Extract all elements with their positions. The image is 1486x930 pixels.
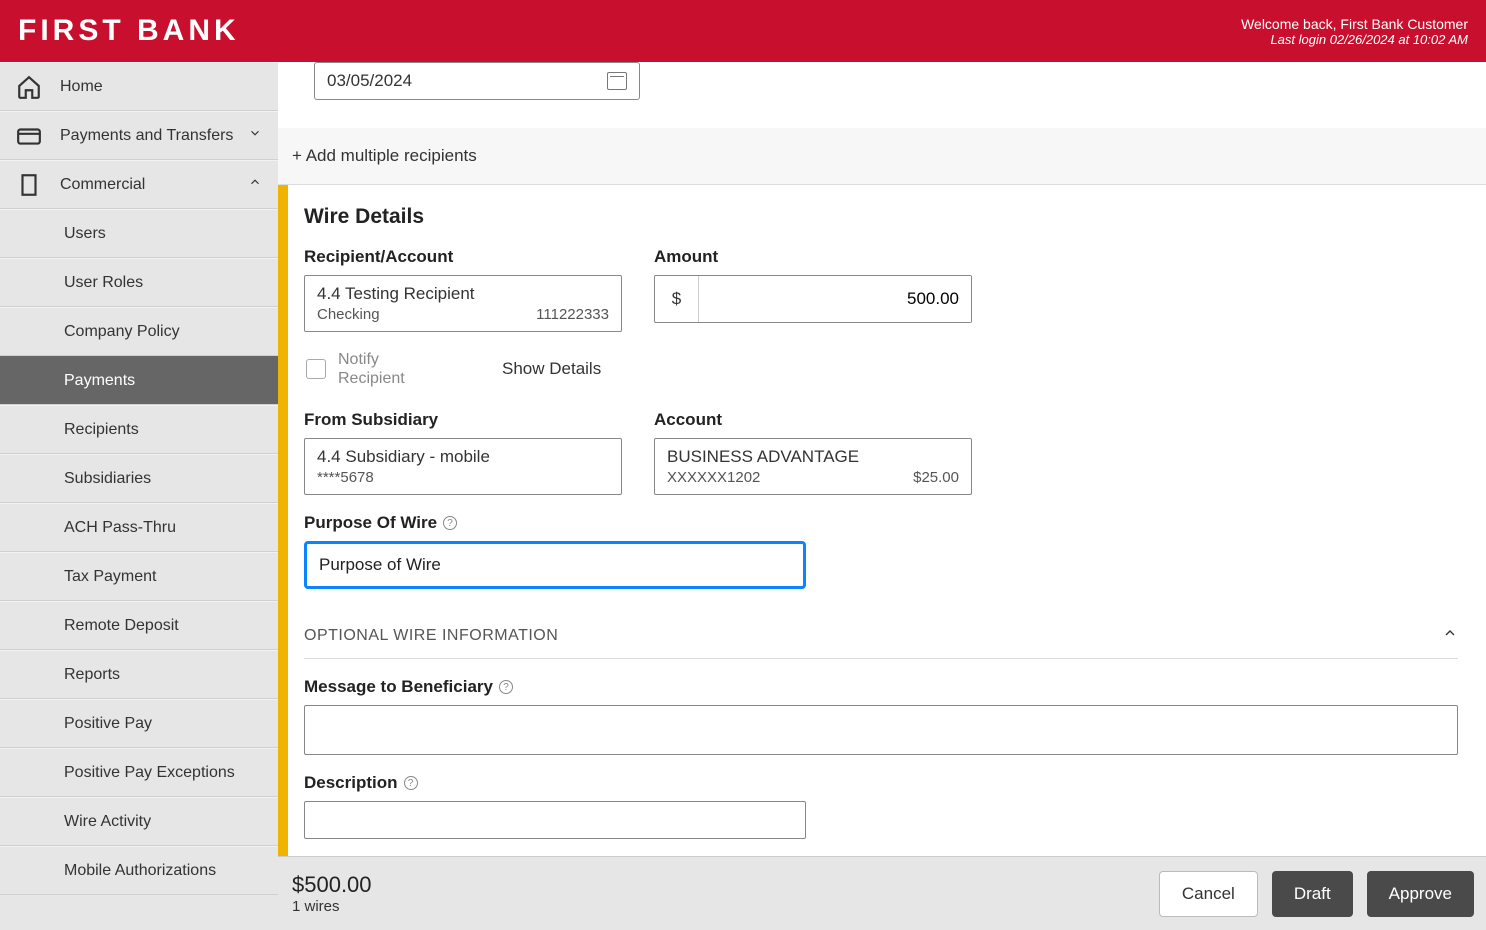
date-value: 03/05/2024	[327, 71, 412, 91]
footer-bar: $500.00 1 wires Cancel Draft Approve	[278, 856, 1486, 930]
message-to-beneficiary-input[interactable]	[304, 705, 1458, 755]
account-select[interactable]: BUSINESS ADVANTAGE XXXXXX1202 $25.00	[654, 438, 972, 495]
sidebar-label: Recipients	[64, 421, 139, 439]
main-content: 03/05/2024 + Add multiple recipients Wir…	[278, 62, 1486, 930]
date-input[interactable]: 03/05/2024	[314, 62, 640, 100]
wire-count: 1 wires	[292, 898, 372, 915]
sidebar-item-user-roles[interactable]: User Roles	[0, 258, 278, 307]
building-icon	[16, 172, 42, 198]
sidebar-label: User Roles	[64, 274, 143, 292]
optional-title: OPTIONAL WIRE INFORMATION	[304, 627, 558, 645]
chevron-up-icon	[1442, 625, 1458, 646]
chevron-up-icon	[248, 175, 262, 194]
sidebar-item-subsidiaries[interactable]: Subsidiaries	[0, 454, 278, 503]
subsidiary-mask: ****5678	[317, 469, 609, 486]
sidebar-label: Remote Deposit	[64, 617, 179, 635]
chevron-down-icon	[248, 126, 262, 145]
sidebar-label-payments-transfers: Payments and Transfers	[60, 127, 233, 145]
card-icon	[16, 123, 42, 149]
sidebar-label: Mobile Authorizations	[64, 862, 216, 880]
sidebar-item-users[interactable]: Users	[0, 209, 278, 258]
welcome-text: Welcome back, First Bank Customer	[1241, 16, 1468, 32]
sidebar-label: Positive Pay	[64, 715, 152, 733]
recipient-type: Checking	[317, 306, 380, 323]
sidebar-label-home: Home	[60, 78, 103, 96]
total-amount: $500.00	[292, 872, 372, 898]
subsidiary-select[interactable]: 4.4 Subsidiary - mobile ****5678	[304, 438, 622, 495]
welcome-block: Welcome back, First Bank Customer Last l…	[1241, 16, 1468, 47]
show-details-link[interactable]: Show Details	[502, 359, 601, 379]
panel-accent-bar	[278, 185, 288, 856]
amount-label: Amount	[654, 247, 972, 267]
add-recipients-label: + Add multiple recipients	[292, 146, 477, 165]
sidebar-label: Wire Activity	[64, 813, 151, 831]
recipient-label: Recipient/Account	[304, 247, 622, 267]
approve-button[interactable]: Approve	[1367, 871, 1474, 917]
sidebar-item-payments-transfers[interactable]: Payments and Transfers	[0, 111, 278, 160]
recipient-select[interactable]: 4.4 Testing Recipient Checking 111222333	[304, 275, 622, 332]
amount-field[interactable]: $	[654, 275, 972, 323]
account-name: BUSINESS ADVANTAGE	[667, 447, 959, 467]
optional-wire-info-toggle[interactable]: OPTIONAL WIRE INFORMATION	[304, 611, 1458, 659]
amount-input[interactable]	[699, 276, 971, 322]
wire-details-panel: Wire Details Recipient/Account 4.4 Testi…	[278, 185, 1486, 856]
account-label: Account	[654, 410, 972, 430]
sidebar-label: Reports	[64, 666, 120, 684]
sidebar-item-home[interactable]: Home	[0, 62, 278, 111]
subsidiary-name: 4.4 Subsidiary - mobile	[317, 447, 609, 467]
sidebar: Home Payments and Transfers Commercial U…	[0, 62, 278, 930]
header-bar: FIRST BANK Welcome back, First Bank Cust…	[0, 0, 1486, 62]
sidebar-item-payments[interactable]: Payments	[0, 356, 278, 405]
help-icon[interactable]: ?	[404, 776, 418, 790]
calendar-icon	[607, 72, 627, 90]
sidebar-item-commercial[interactable]: Commercial	[0, 160, 278, 209]
sidebar-label: Payments	[64, 372, 135, 390]
sidebar-label: ACH Pass-Thru	[64, 519, 176, 537]
account-mask: XXXXXX1202	[667, 469, 760, 486]
currency-symbol: $	[655, 276, 699, 322]
sidebar-item-mobile-authorizations[interactable]: Mobile Authorizations	[0, 846, 278, 895]
recipient-number: 111222333	[536, 306, 609, 323]
notify-recipient-checkbox[interactable]	[306, 359, 326, 379]
account-balance: $25.00	[913, 469, 959, 486]
description-input[interactable]	[304, 801, 806, 839]
date-section: 03/05/2024	[278, 62, 1486, 128]
sidebar-label: Subsidiaries	[64, 470, 151, 488]
sidebar-item-recipients[interactable]: Recipients	[0, 405, 278, 454]
notify-recipient-label: Notify Recipient	[338, 350, 410, 388]
add-multiple-recipients-link[interactable]: + Add multiple recipients	[278, 128, 1486, 185]
purpose-of-wire-input[interactable]	[304, 541, 806, 589]
sidebar-item-remote-deposit[interactable]: Remote Deposit	[0, 601, 278, 650]
sidebar-label: Positive Pay Exceptions	[64, 764, 235, 782]
home-icon	[16, 74, 42, 100]
sidebar-item-reports[interactable]: Reports	[0, 650, 278, 699]
purpose-label: Purpose Of Wire	[304, 513, 437, 533]
sidebar-item-company-policy[interactable]: Company Policy	[0, 307, 278, 356]
sidebar-label: Company Policy	[64, 323, 180, 341]
wire-details-title: Wire Details	[304, 205, 1458, 229]
last-login-text: Last login 02/26/2024 at 10:02 AM	[1241, 32, 1468, 47]
sidebar-item-tax-payment[interactable]: Tax Payment	[0, 552, 278, 601]
sidebar-item-positive-pay-exceptions[interactable]: Positive Pay Exceptions	[0, 748, 278, 797]
sidebar-item-ach-pass-thru[interactable]: ACH Pass-Thru	[0, 503, 278, 552]
from-subsidiary-label: From Subsidiary	[304, 410, 622, 430]
description-label: Description	[304, 773, 398, 793]
message-label: Message to Beneficiary	[304, 677, 493, 697]
sidebar-item-wire-activity[interactable]: Wire Activity	[0, 797, 278, 846]
logo: FIRST BANK	[18, 14, 240, 48]
help-icon[interactable]: ?	[443, 516, 457, 530]
draft-button[interactable]: Draft	[1272, 871, 1353, 917]
help-icon[interactable]: ?	[499, 680, 513, 694]
sidebar-item-positive-pay[interactable]: Positive Pay	[0, 699, 278, 748]
sidebar-label-commercial: Commercial	[60, 176, 145, 194]
sidebar-label: Users	[64, 225, 106, 243]
sidebar-label: Tax Payment	[64, 568, 156, 586]
cancel-button[interactable]: Cancel	[1159, 871, 1258, 917]
recipient-name: 4.4 Testing Recipient	[317, 284, 609, 304]
